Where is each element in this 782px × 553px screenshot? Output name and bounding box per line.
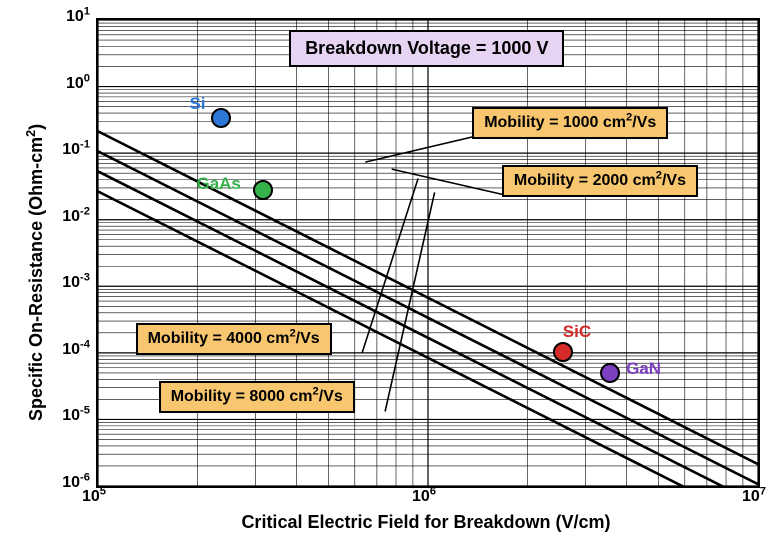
data-point-sic bbox=[553, 342, 573, 362]
data-point-gaas bbox=[253, 180, 273, 200]
data-point-label-si: Si bbox=[189, 94, 205, 114]
data-point-label-sic: SiC bbox=[563, 322, 591, 342]
x-tick-label: 106 bbox=[412, 488, 436, 506]
data-point-si bbox=[211, 108, 231, 128]
y-tick-label: 10-1 bbox=[62, 141, 90, 159]
y-tick-label: 101 bbox=[66, 8, 90, 26]
title-box: Breakdown Voltage = 1000 V bbox=[289, 30, 564, 67]
plot-svg bbox=[98, 20, 758, 486]
mobility-label-box: Mobility = 8000 cm2/Vs bbox=[159, 381, 355, 413]
y-tick-label: 10-6 bbox=[62, 474, 90, 492]
data-point-label-gaas: GaAs bbox=[196, 174, 240, 194]
y-tick-label: 10-2 bbox=[62, 208, 90, 226]
y-tick-label: 100 bbox=[66, 75, 90, 93]
mobility-label-box: Mobility = 1000 cm2/Vs bbox=[472, 107, 668, 139]
data-point-label-gan: GaN bbox=[626, 359, 661, 379]
x-axis-label: Critical Electric Field for Breakdown (V… bbox=[96, 512, 756, 533]
data-point-gan bbox=[600, 363, 620, 383]
figure: Specific On-Resistance (Ohm-cm2) Critica… bbox=[0, 0, 782, 553]
y-axis-label: Specific On-Resistance (Ohm-cm2) bbox=[26, 124, 47, 421]
y-tick-label: 10-3 bbox=[62, 274, 90, 292]
x-tick-label: 107 bbox=[742, 488, 766, 506]
plot-area bbox=[96, 18, 760, 488]
mobility-label-box: Mobility = 2000 cm2/Vs bbox=[502, 165, 698, 197]
y-tick-label: 10-5 bbox=[62, 407, 90, 425]
mobility-label-box: Mobility = 4000 cm2/Vs bbox=[136, 323, 332, 355]
y-tick-label: 10-4 bbox=[62, 341, 90, 359]
